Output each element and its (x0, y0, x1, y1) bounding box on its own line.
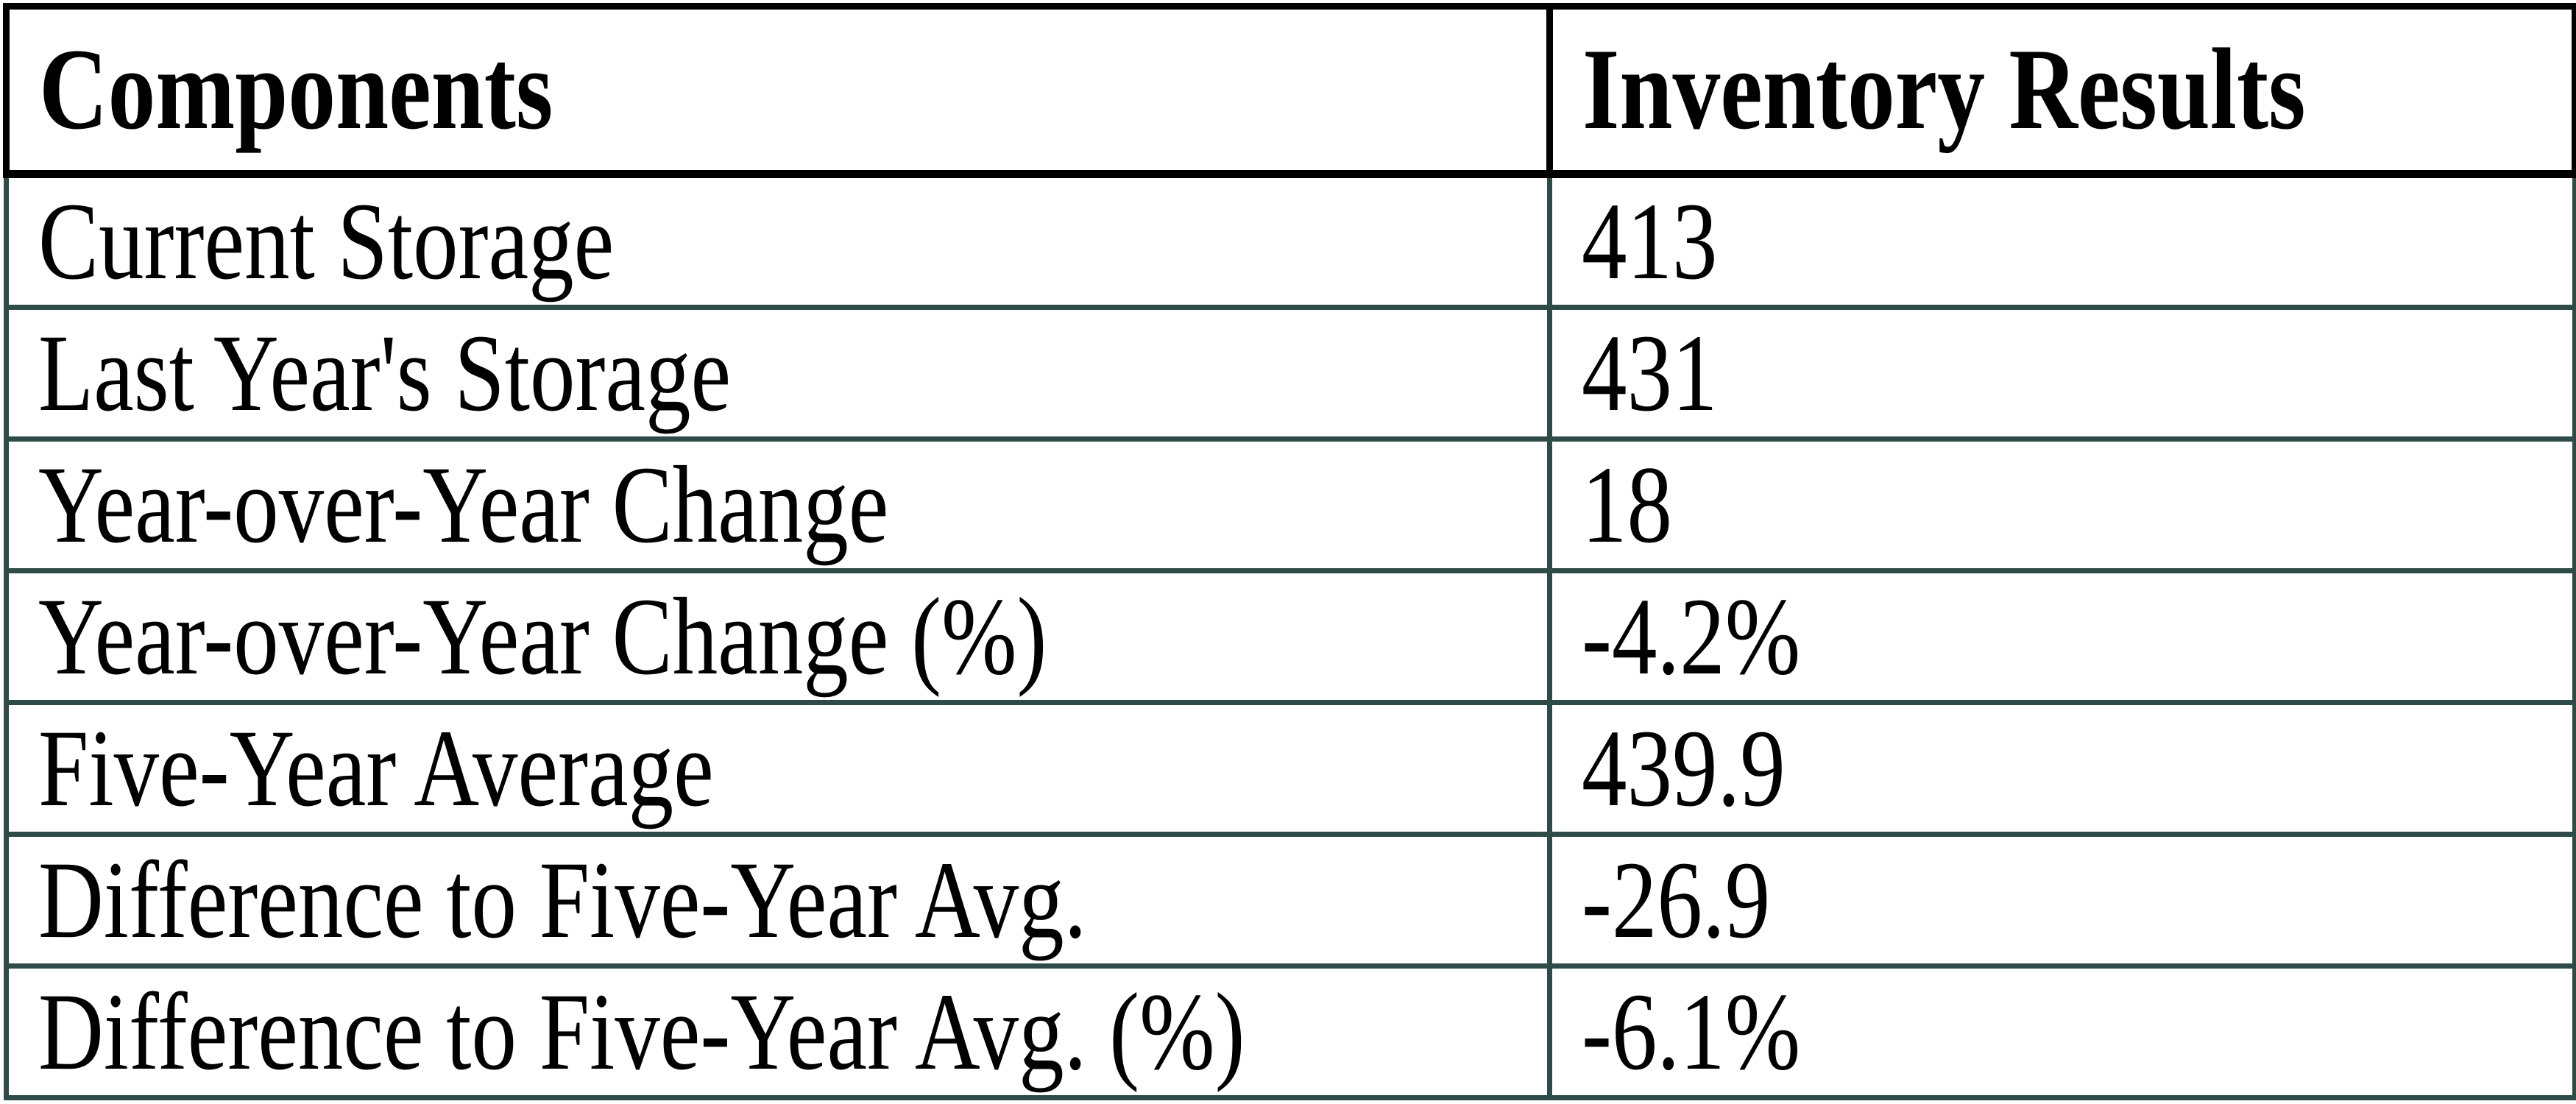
row-label: Last Year's Storage (38, 312, 732, 434)
row-label: Year-over-Year Change (%) (38, 576, 1047, 698)
row-value-cell: -4.2% (1547, 568, 2576, 705)
row-label-cell: Current Storage (4, 171, 1552, 310)
header-cell-inventory-results: Inventory Results (1546, 3, 2576, 178)
table-row: Difference to Five-Year Avg. (%) -6.1% (4, 963, 2576, 1100)
table-row: Year-over-Year Change (%) -4.2% (4, 568, 2576, 705)
row-value-cell: 18 (1547, 436, 2576, 573)
row-label-cell: Year-over-Year Change (%) (4, 568, 1552, 705)
row-label-cell: Last Year's Storage (4, 305, 1552, 442)
row-label-cell: Difference to Five-Year Avg. (%) (4, 963, 1552, 1100)
row-value-cell: 413 (1547, 171, 2576, 310)
row-value-cell: -6.1% (1547, 963, 2576, 1100)
inventory-table: Components Inventory Results Current Sto… (3, 3, 2576, 1100)
row-value: 18 (1582, 444, 1672, 566)
row-label: Five-Year Average (38, 707, 714, 829)
row-label-cell: Five-Year Average (4, 700, 1552, 837)
header-label: Components (39, 25, 553, 154)
row-label: Difference to Five-Year Avg. (%) (38, 971, 1245, 1093)
row-value: 431 (1582, 312, 1718, 434)
row-value-cell: 439.9 (1547, 700, 2576, 837)
row-value-cell: -26.9 (1547, 832, 2576, 969)
table-row: Difference to Five-Year Avg. -26.9 (4, 832, 2576, 969)
row-value: -26.9 (1582, 839, 1771, 961)
table-row: Five-Year Average 439.9 (4, 700, 2576, 837)
table-row: Year-over-Year Change 18 (4, 436, 2576, 573)
row-value: 413 (1582, 180, 1718, 302)
row-value: 439.9 (1582, 707, 1786, 829)
header-cell-components: Components (3, 3, 1553, 178)
header-label: Inventory Results (1582, 25, 2306, 154)
row-label-cell: Difference to Five-Year Avg. (4, 832, 1552, 969)
table-row: Last Year's Storage 431 (4, 305, 2576, 442)
header-row: Components Inventory Results (3, 3, 2576, 178)
row-label: Current Storage (38, 180, 615, 302)
row-label: Difference to Five-Year Avg. (38, 839, 1087, 961)
row-label-cell: Year-over-Year Change (4, 436, 1552, 573)
row-value-cell: 431 (1547, 305, 2576, 442)
row-value: -4.2% (1582, 576, 1801, 698)
row-label: Year-over-Year Change (38, 444, 889, 566)
row-value: -6.1% (1582, 971, 1801, 1093)
table-row: Current Storage 413 (4, 171, 2576, 310)
